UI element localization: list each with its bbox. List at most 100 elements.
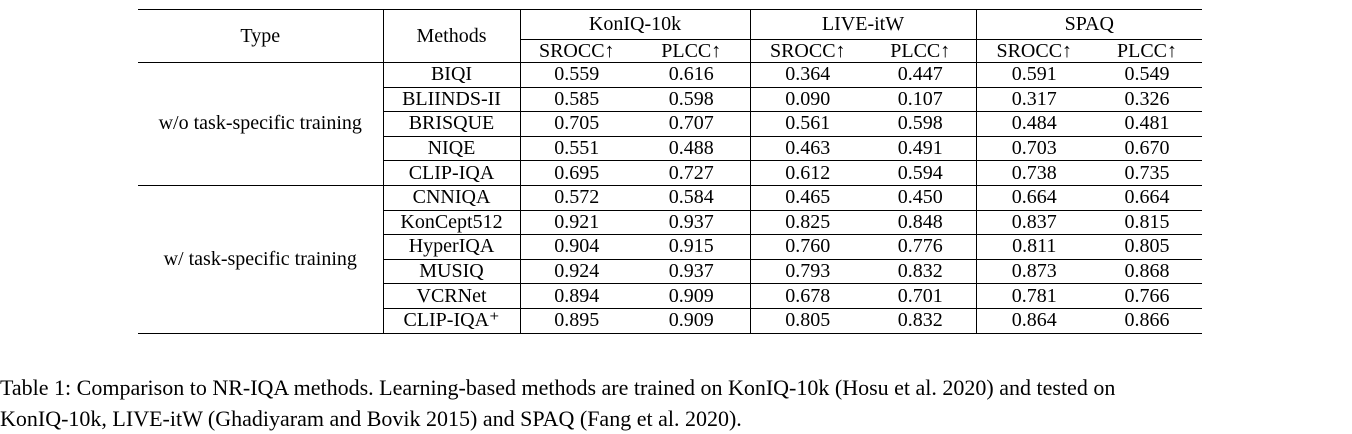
dataset-header-liveitw: LIVE-itW bbox=[750, 9, 977, 40]
metric-value: 0.864 bbox=[976, 307, 1092, 334]
metric-value: 0.811 bbox=[976, 234, 1092, 260]
method-name: KonCept512 bbox=[383, 209, 521, 235]
metric-value: 0.584 bbox=[633, 184, 751, 211]
table-row: VCRNet 0.894 0.909 0.678 0.701 0.781 0.766 bbox=[138, 283, 1203, 309]
metric-value: 0.735 bbox=[1092, 160, 1203, 186]
metric-value: 0.921 bbox=[520, 209, 633, 235]
metric-value: 0.873 bbox=[976, 258, 1092, 284]
metric-value: 0.572 bbox=[520, 184, 633, 211]
metric-value: 0.664 bbox=[976, 184, 1092, 211]
metric-value: 0.612 bbox=[750, 160, 865, 186]
method-name: BIQI bbox=[383, 62, 521, 88]
metric-value: 0.561 bbox=[750, 111, 865, 137]
group-label: w/o task-specific training bbox=[138, 62, 384, 186]
group-label: w/ task-specific training bbox=[138, 184, 384, 334]
metric-header: PLCC↑ bbox=[633, 39, 751, 63]
method-name: CLIP-IQA bbox=[383, 160, 521, 186]
table-row: CLIP-IQA⁺ 0.895 0.909 0.805 0.832 0.864 0.866 bbox=[138, 307, 1203, 334]
type-header: Type bbox=[138, 9, 384, 63]
metric-value: 0.805 bbox=[750, 307, 865, 334]
metric-value: 0.895 bbox=[520, 307, 633, 334]
metric-value: 0.559 bbox=[520, 62, 633, 88]
method-name: MUSIQ bbox=[383, 258, 521, 284]
metric-value: 0.848 bbox=[865, 209, 977, 235]
table-row: BLIINDS-II 0.585 0.598 0.090 0.107 0.317 0.326 bbox=[138, 86, 1203, 112]
table-row: w/o task-specific training BIQI 0.559 0.616… bbox=[138, 62, 1203, 186]
metric-value: 0.326 bbox=[1092, 86, 1203, 112]
metric-value: 0.707 bbox=[633, 111, 751, 137]
methods-header: Methods bbox=[383, 9, 521, 63]
metric-value: 0.894 bbox=[520, 283, 633, 309]
metric-value: 0.915 bbox=[633, 234, 751, 260]
metric-value: 0.090 bbox=[750, 86, 865, 112]
metric-value: 0.832 bbox=[865, 307, 977, 334]
metric-value: 0.678 bbox=[750, 283, 865, 309]
metric-value: 0.776 bbox=[865, 234, 977, 260]
table-row: BRISQUE 0.705 0.707 0.561 0.598 0.484 0.481 bbox=[138, 111, 1203, 137]
metric-value: 0.766 bbox=[1092, 283, 1203, 309]
metric-value: 0.866 bbox=[1092, 307, 1203, 334]
metric-value: 0.317 bbox=[976, 86, 1092, 112]
metric-value: 0.549 bbox=[1092, 62, 1203, 88]
metric-value: 0.463 bbox=[750, 135, 865, 161]
metric-value: 0.447 bbox=[865, 62, 977, 88]
metric-value: 0.832 bbox=[865, 258, 977, 284]
caption-line-2: KonIQ-10k, LIVE-itW (Ghadiyaram and Bovi… bbox=[0, 406, 742, 431]
table-row: KonCept512 0.921 0.937 0.825 0.848 0.837 0.815 bbox=[138, 209, 1203, 235]
table-caption: Table 1: Comparison to NR-IQA methods. L… bbox=[0, 372, 1352, 434]
metric-value: 0.107 bbox=[865, 86, 977, 112]
method-name: BLIINDS-II bbox=[383, 86, 521, 112]
metric-value: 0.937 bbox=[633, 258, 751, 284]
metric-value: 0.598 bbox=[633, 86, 751, 112]
metric-value: 0.793 bbox=[750, 258, 865, 284]
metric-value: 0.695 bbox=[520, 160, 633, 186]
metric-header: PLCC↑ bbox=[865, 39, 977, 63]
metric-value: 0.450 bbox=[865, 184, 977, 211]
method-name: NIQE bbox=[383, 135, 521, 161]
metric-value: 0.598 bbox=[865, 111, 977, 137]
metric-value: 0.484 bbox=[976, 111, 1092, 137]
metric-header: SROCC↑ bbox=[769, 39, 846, 62]
dataset-header-koniq: KonIQ-10k bbox=[520, 9, 751, 40]
metric-value: 0.491 bbox=[865, 135, 977, 161]
metric-value: 0.805 bbox=[1092, 234, 1203, 260]
metric-value: 0.585 bbox=[520, 86, 633, 112]
metric-value: 0.904 bbox=[520, 234, 633, 260]
metric-value: 0.616 bbox=[633, 62, 751, 88]
metric-value: 0.551 bbox=[520, 135, 633, 161]
table-row: NIQE 0.551 0.488 0.463 0.491 0.703 0.670 bbox=[138, 135, 1203, 161]
results-table: Type Methods KonIQ-10k LIVE-itW SPAQ SRO… bbox=[138, 9, 1203, 334]
table-row: HyperIQA 0.904 0.915 0.760 0.776 0.811 0.805 bbox=[138, 234, 1203, 260]
metric-value: 0.924 bbox=[520, 258, 633, 284]
method-name: CLIP-IQA⁺ bbox=[383, 307, 521, 334]
metric-value: 0.703 bbox=[976, 135, 1092, 161]
metric-value: 0.837 bbox=[976, 209, 1092, 235]
metric-value: 0.594 bbox=[865, 160, 977, 186]
metric-value: 0.815 bbox=[1092, 209, 1203, 235]
metric-value: 0.705 bbox=[520, 111, 633, 137]
metric-value: 0.738 bbox=[976, 160, 1092, 186]
metric-value: 0.701 bbox=[865, 283, 977, 309]
caption-line-1: Table 1: Comparison to NR-IQA methods. L… bbox=[0, 375, 1116, 400]
method-name: HyperIQA bbox=[383, 234, 521, 260]
metric-value: 0.909 bbox=[633, 283, 751, 309]
metric-header: PLCC↑ bbox=[1116, 39, 1178, 62]
metric-value: 0.364 bbox=[750, 62, 865, 88]
metric-value: 0.481 bbox=[1092, 111, 1203, 137]
table-row: CLIP-IQA 0.695 0.727 0.612 0.594 0.738 0.735 bbox=[138, 160, 1203, 186]
metric-value: 0.760 bbox=[750, 234, 865, 260]
metric-value: 0.664 bbox=[1092, 184, 1203, 211]
metric-value: 0.825 bbox=[750, 209, 865, 235]
metric-value: 0.727 bbox=[633, 160, 751, 186]
dataset-header-spaq: SPAQ bbox=[976, 9, 1203, 40]
metric-header: SROCC↑ bbox=[996, 39, 1073, 62]
metric-value: 0.670 bbox=[1092, 135, 1203, 161]
metric-value: 0.465 bbox=[750, 184, 865, 211]
method-name: CNNIQA bbox=[383, 184, 521, 211]
table-body: w/o task-specific training BIQI 0.559 0.616… bbox=[138, 62, 1203, 334]
metric-value: 0.591 bbox=[976, 62, 1092, 88]
metric-value: 0.781 bbox=[976, 283, 1092, 309]
metric-value: 0.909 bbox=[633, 307, 751, 334]
table-row: MUSIQ 0.924 0.937 0.793 0.832 0.873 0.868 bbox=[138, 258, 1203, 284]
method-name: VCRNet bbox=[383, 283, 521, 309]
